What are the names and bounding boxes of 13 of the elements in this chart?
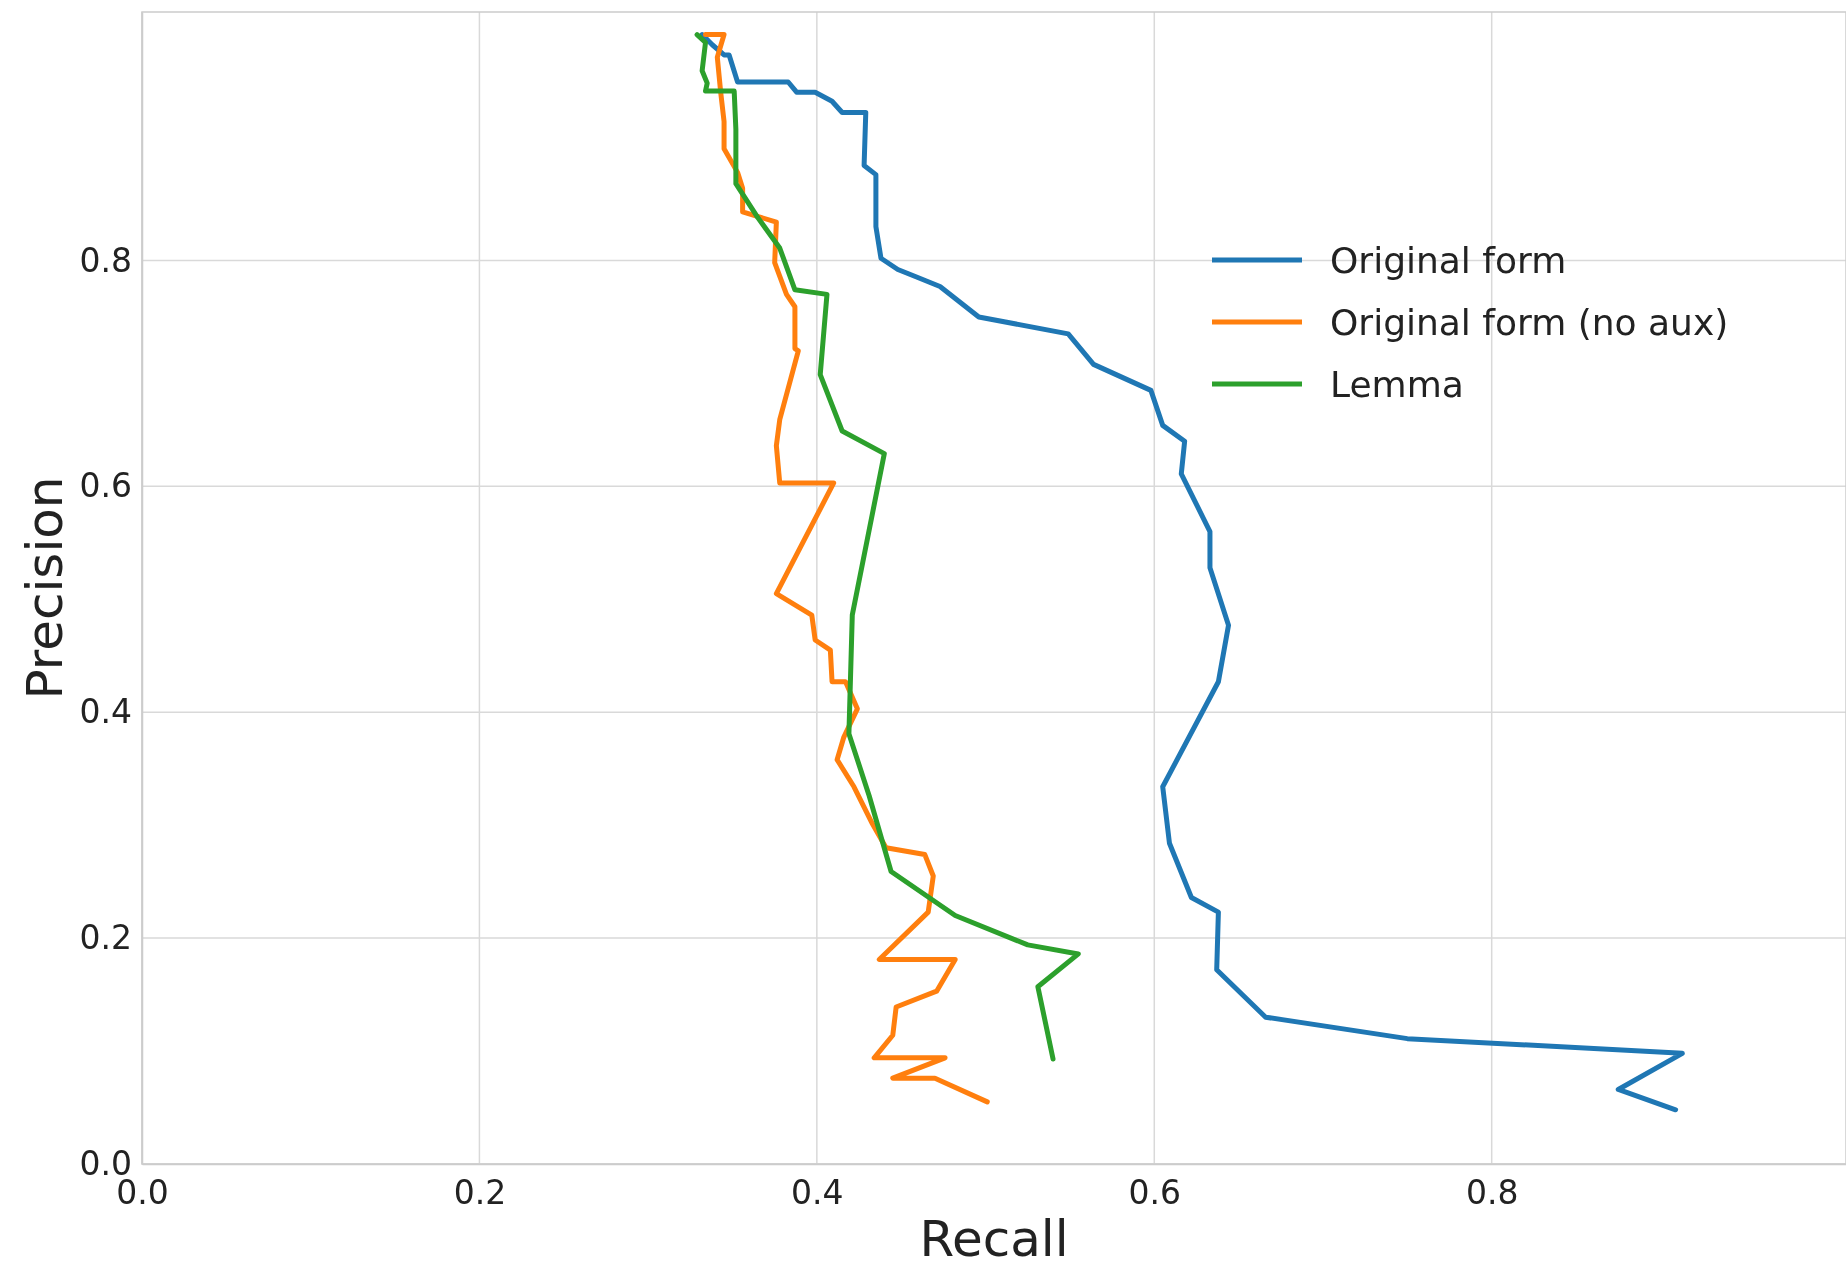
y-tick-label: 0.8 — [79, 240, 132, 280]
y-tick-label: 0.4 — [79, 692, 132, 732]
y-axis-title: Precision — [16, 476, 74, 700]
x-tick-label: 0.8 — [1465, 1172, 1519, 1212]
x-axis-title: Recall — [919, 1210, 1069, 1266]
legend-label: Original form — [1330, 239, 1567, 281]
x-tick-label: 0.6 — [1128, 1172, 1182, 1212]
x-tick-label: 0.4 — [791, 1172, 844, 1212]
y-tick-label: 0.2 — [79, 918, 132, 958]
x-tick-label: 0.2 — [453, 1172, 507, 1212]
legend-label: Original form (no aux) — [1330, 301, 1729, 343]
legend-label: Lemma — [1330, 363, 1464, 405]
y-tick-label: 0.6 — [79, 466, 132, 506]
